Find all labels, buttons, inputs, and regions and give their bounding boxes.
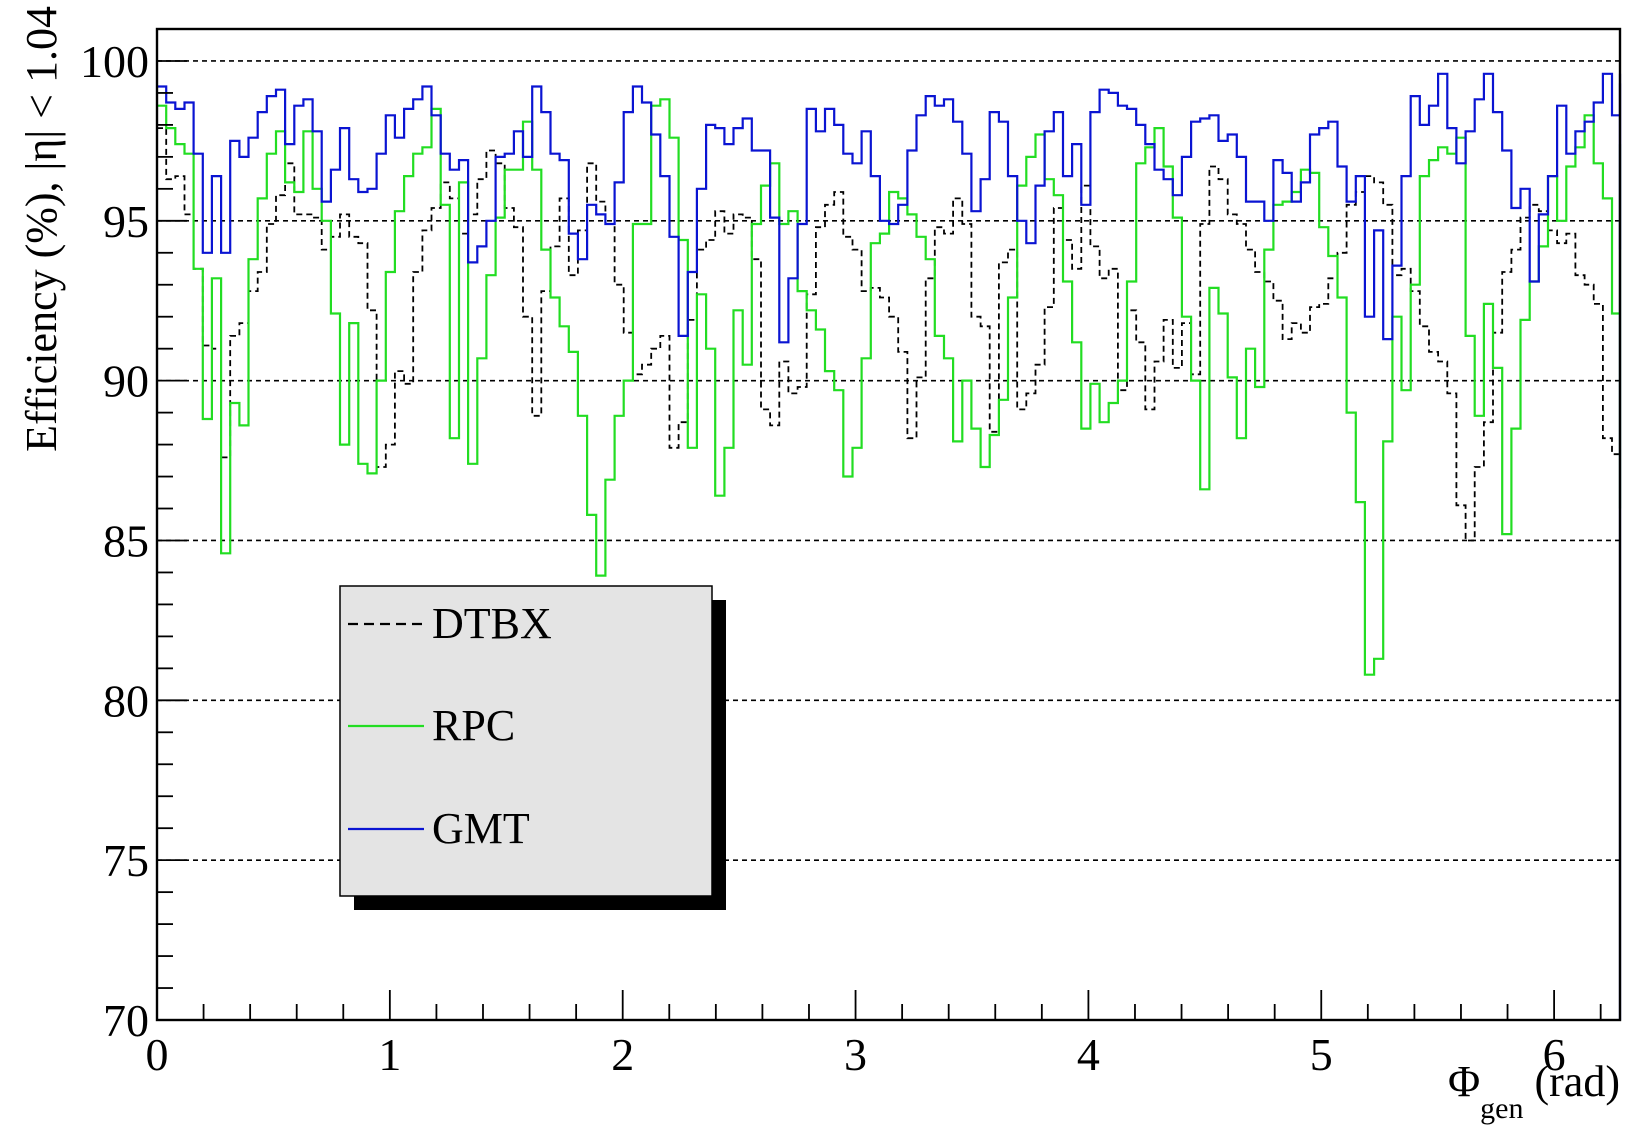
legend-box (339, 585, 713, 897)
legend-label-dtbx: DTBX (432, 599, 552, 648)
legend-label-rpc: RPC (432, 701, 515, 750)
y-tick-label-85: 85 (103, 515, 149, 566)
series-line-rpc (157, 98, 1622, 676)
legend: DTBX RPC GMT (339, 585, 726, 910)
x-tick-label-6: 6 (1543, 1029, 1566, 1080)
series-line-dtbx (157, 127, 1621, 542)
x-tick-label-3: 3 (844, 1029, 867, 1080)
x-tick-label-5: 5 (1310, 1029, 1333, 1080)
y-tick-label-100: 100 (80, 36, 149, 87)
y-tick-label-70: 70 (103, 995, 149, 1046)
y-tick-label-80: 80 (103, 675, 149, 726)
x-tick-label-1: 1 (378, 1029, 401, 1080)
x-axis-title: Φgen (rad) (1448, 1057, 1620, 1125)
x-tick-label-4: 4 (1077, 1029, 1100, 1080)
x-tick-label-2: 2 (611, 1029, 634, 1080)
plot-frame (155, 27, 1622, 1022)
y-tick-label-90: 90 (103, 356, 149, 407)
y-tick-label-95: 95 (103, 196, 149, 247)
legend-label-gmt: GMT (432, 804, 530, 853)
y-axis-title: Efficiency (%), |η| < 1.04 (17, 6, 66, 452)
series-line-gmt (157, 72, 1622, 344)
x-tick-label-0: 0 (146, 1029, 169, 1080)
y-tick-label-75: 75 (103, 835, 149, 886)
